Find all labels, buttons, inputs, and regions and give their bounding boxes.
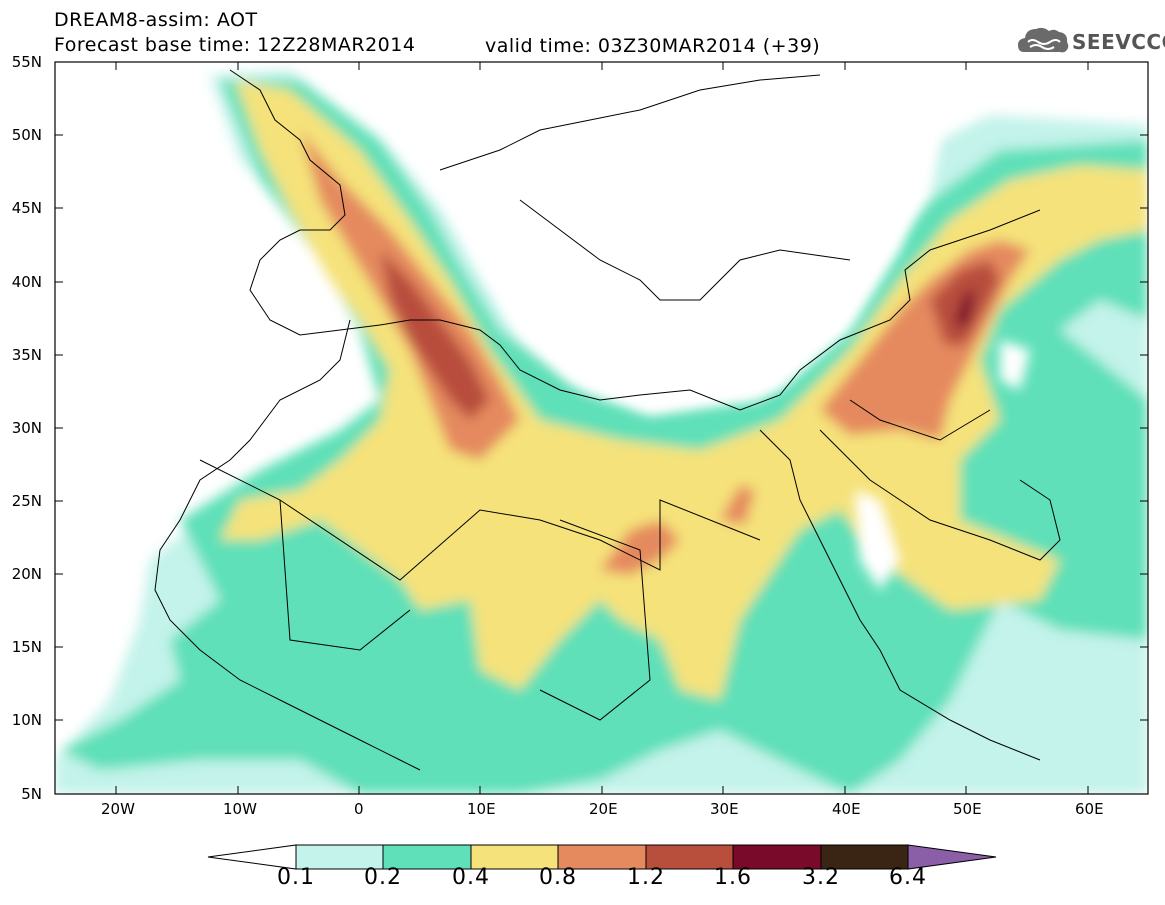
lat-label: 10N: [11, 711, 42, 729]
colorbar-segment: [295, 844, 384, 870]
lat-label: 20N: [11, 565, 42, 583]
lat-label: 5N: [21, 785, 42, 803]
lat-label: 40N: [11, 273, 42, 291]
aot-field: [55, 62, 1148, 794]
colorbar-label: 1.2: [627, 865, 665, 890]
colorbar-label: 1.6: [714, 865, 752, 890]
lat-label: 55N: [11, 53, 42, 71]
lon-label: 30E: [710, 800, 739, 818]
seevccc-logo: SEEVCCC: [1016, 22, 1165, 58]
lon-label: 0: [354, 800, 364, 818]
lat-label: 45N: [11, 199, 42, 217]
lon-label: 20W: [101, 800, 135, 818]
lat-label: 35N: [11, 346, 42, 364]
lon-label: 10W: [223, 800, 257, 818]
colorbar-segment: [382, 844, 472, 870]
coastlines: [154, 69, 1061, 771]
lat-ticks: [55, 61, 1148, 795]
colorbar-high-arrow: [907, 844, 997, 870]
colorbar-segment: [820, 844, 909, 870]
lon-label: 20E: [589, 800, 618, 818]
colorbar-label: 0.2: [364, 865, 402, 890]
lat-label: 15N: [11, 638, 42, 656]
colorbar-label: 0.1: [277, 865, 315, 890]
colorbar-label: 6.4: [889, 865, 927, 890]
lon-label: 50E: [953, 800, 982, 818]
colorbar-label: 0.8: [539, 865, 577, 890]
lon-ticks: [115, 62, 1089, 794]
map-title: DREAM8-assim: AOT: [54, 9, 258, 31]
lon-label: 40E: [832, 800, 861, 818]
colorbar-label: 3.2: [802, 865, 840, 890]
forecast-base-time: Forecast base time: 12Z28MAR2014: [54, 34, 416, 56]
colorbar-label: 0.4: [452, 865, 490, 890]
lon-label: 10E: [467, 800, 496, 818]
logo-text: SEEVCCC: [1072, 30, 1165, 54]
cloud-icon: [1018, 27, 1069, 53]
lat-label: 25N: [11, 492, 42, 510]
valid-time: valid time: 03Z30MAR2014 (+39): [485, 35, 821, 57]
colorbar-segment: [732, 844, 822, 870]
lat-label: 50N: [11, 126, 42, 144]
lat-label: 30N: [11, 419, 42, 437]
lon-label: 60E: [1075, 800, 1104, 818]
